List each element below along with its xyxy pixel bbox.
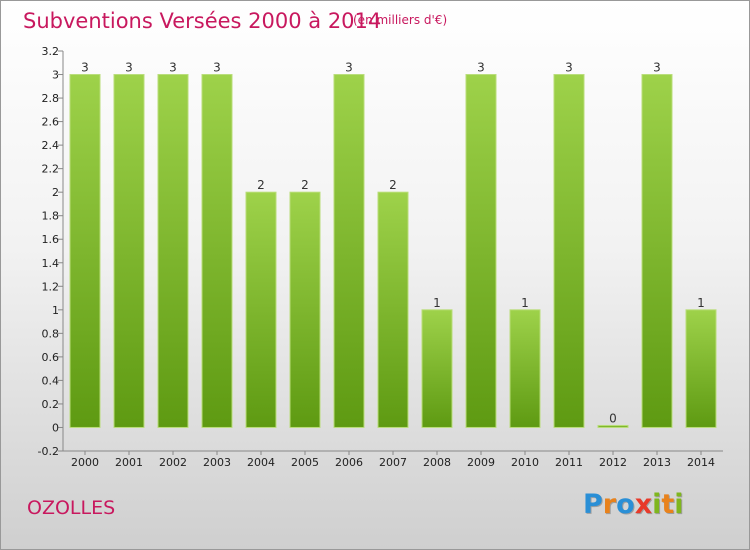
x-tick-label-2009: 2009 <box>467 456 495 469</box>
y-tick-label: 0 <box>52 421 59 434</box>
data-label-2010: 1 <box>521 296 529 310</box>
logo-letter: t <box>661 489 675 520</box>
y-tick-label: 0.6 <box>42 351 60 364</box>
y-tick-label: 1.4 <box>42 257 60 270</box>
bar-2000 <box>69 74 101 428</box>
x-tick-label-2006: 2006 <box>335 456 363 469</box>
y-tick-label: 0.8 <box>42 327 60 340</box>
y-tick-label: 1.2 <box>42 280 60 293</box>
x-tick-label-2007: 2007 <box>379 456 407 469</box>
bar-2011 <box>553 74 585 428</box>
data-label-2001: 3 <box>125 61 133 75</box>
bar-2009 <box>465 74 497 428</box>
logo-letter: o <box>616 489 635 520</box>
bar-2012 <box>597 424 629 428</box>
bar-2014 <box>685 309 717 428</box>
y-tick-label: 1.6 <box>42 233 60 246</box>
data-label-2013: 3 <box>653 61 661 75</box>
data-label-2006: 3 <box>345 61 353 75</box>
x-tick-label-2002: 2002 <box>159 456 187 469</box>
data-label-2009: 3 <box>477 61 485 75</box>
proxiti-logo[interactable]: Proxiti <box>583 489 684 520</box>
x-tick-label-2010: 2010 <box>511 456 539 469</box>
y-tick-label: 3 <box>52 69 59 82</box>
bar-2002 <box>157 74 189 428</box>
y-tick-label: 3.2 <box>42 45 60 58</box>
bar-2010 <box>509 309 541 428</box>
x-tick-label-2013: 2013 <box>643 456 671 469</box>
data-label-2005: 2 <box>301 178 309 192</box>
unit-label: (en milliers d'€) <box>353 13 448 27</box>
x-tick-label-2011: 2011 <box>555 456 583 469</box>
y-tick-label: 0.4 <box>42 374 60 387</box>
y-tick-label: 2 <box>52 186 59 199</box>
x-tick-label-2014: 2014 <box>687 456 715 469</box>
logo-letter: P <box>583 489 603 520</box>
x-tick-label-2003: 2003 <box>203 456 231 469</box>
x-tick-label-2008: 2008 <box>423 456 451 469</box>
data-label-2004: 2 <box>257 178 265 192</box>
bar-2005 <box>289 191 321 428</box>
bar-2008 <box>421 309 453 428</box>
chart-title: Subventions Versées 2000 à 2014 <box>23 9 382 33</box>
x-tick-label-2004: 2004 <box>247 456 275 469</box>
data-label-2012: 0 <box>609 411 617 425</box>
y-tick-label: 1 <box>52 304 59 317</box>
x-tick-label-2000: 2000 <box>71 456 99 469</box>
bar-2001 <box>113 74 145 428</box>
y-tick-label: 1.8 <box>42 210 60 223</box>
commune-name: OZOLLES <box>27 497 116 519</box>
bar-2006 <box>333 74 365 428</box>
data-label-2002: 3 <box>169 61 177 75</box>
data-label-2011: 3 <box>565 61 573 75</box>
logo-letter: i <box>652 489 662 520</box>
logo-letter: i <box>674 489 684 520</box>
y-tick-label: 2.4 <box>42 139 60 152</box>
data-label-2008: 1 <box>433 296 441 310</box>
data-label-2007: 2 <box>389 178 397 192</box>
y-tick-label: -0.2 <box>38 445 59 458</box>
data-label-2014: 1 <box>697 296 705 310</box>
bar-2004 <box>245 191 277 428</box>
x-tick-label-2001: 2001 <box>115 456 143 469</box>
bar-2003 <box>201 74 233 428</box>
logo-letter: x <box>634 489 653 520</box>
x-tick-label-2005: 2005 <box>291 456 319 469</box>
y-tick-label: 2.2 <box>42 163 60 176</box>
bar-2013 <box>641 74 673 428</box>
logo-letter: r <box>602 489 617 520</box>
y-tick-label: 2.6 <box>42 116 60 129</box>
bar-2007 <box>377 191 409 428</box>
data-label-2003: 3 <box>213 61 221 75</box>
data-label-2000: 3 <box>81 61 89 75</box>
y-tick-label: 0.2 <box>42 398 60 411</box>
y-tick-label: 2.8 <box>42 92 60 105</box>
x-tick-label-2012: 2012 <box>599 456 627 469</box>
